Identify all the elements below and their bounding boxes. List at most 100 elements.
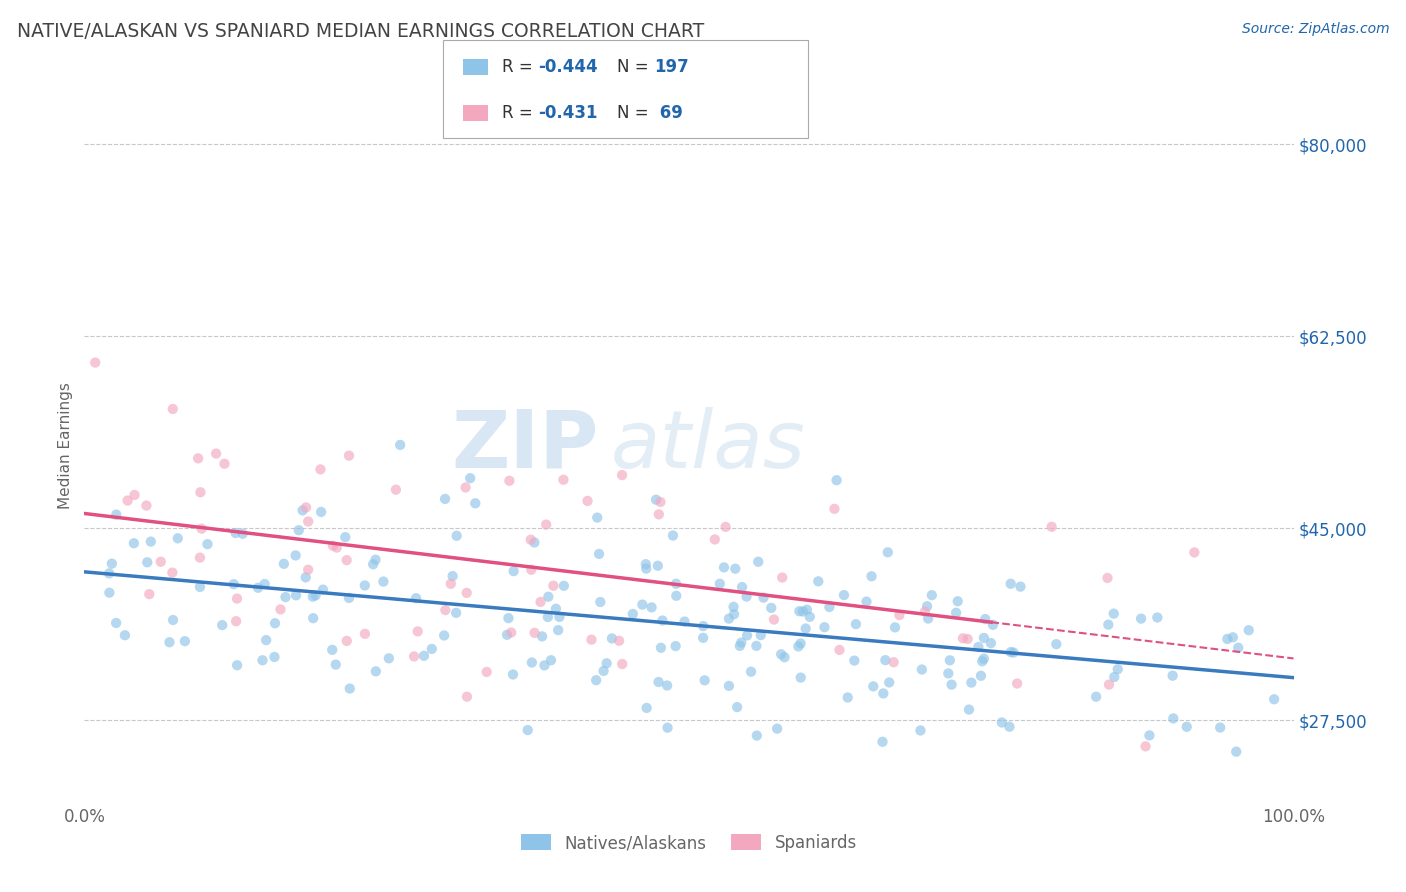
Point bbox=[378, 651, 401, 665]
Point bbox=[941, 678, 963, 692]
Point bbox=[335, 530, 357, 544]
Point bbox=[547, 623, 569, 637]
Point bbox=[101, 557, 124, 571]
Point bbox=[548, 610, 571, 624]
Point bbox=[225, 526, 247, 541]
Point bbox=[166, 531, 188, 545]
Point bbox=[761, 601, 783, 615]
Point bbox=[665, 639, 688, 653]
Point bbox=[322, 539, 344, 553]
Point bbox=[373, 574, 395, 589]
Text: 197: 197 bbox=[654, 58, 689, 76]
Point bbox=[714, 520, 737, 534]
Point bbox=[440, 576, 463, 591]
Point bbox=[1040, 520, 1063, 534]
Point bbox=[1163, 711, 1185, 725]
Point bbox=[124, 488, 146, 502]
Point bbox=[665, 589, 688, 603]
Point bbox=[749, 628, 772, 642]
Point bbox=[162, 566, 184, 580]
Point bbox=[135, 499, 157, 513]
Point bbox=[254, 633, 277, 648]
Point bbox=[385, 483, 408, 497]
Point bbox=[939, 653, 962, 667]
Point bbox=[446, 529, 468, 543]
Point bbox=[105, 615, 128, 630]
Point bbox=[464, 496, 486, 510]
Point bbox=[523, 535, 546, 549]
Point bbox=[787, 640, 810, 654]
Point bbox=[529, 595, 551, 609]
Point bbox=[813, 620, 835, 634]
Point bbox=[960, 675, 983, 690]
Point bbox=[264, 616, 287, 631]
Point bbox=[770, 647, 793, 661]
Point bbox=[149, 555, 172, 569]
Point bbox=[731, 580, 754, 594]
Point bbox=[211, 618, 233, 632]
Point bbox=[84, 355, 107, 369]
Point bbox=[1097, 571, 1119, 585]
Point bbox=[364, 552, 387, 566]
Point bbox=[1104, 670, 1126, 684]
Point bbox=[1263, 692, 1285, 706]
Point bbox=[645, 492, 668, 507]
Point bbox=[595, 657, 617, 671]
Point bbox=[832, 588, 855, 602]
Point bbox=[1182, 545, 1205, 559]
Point bbox=[647, 558, 669, 573]
Text: ZIP: ZIP bbox=[451, 407, 599, 485]
Point bbox=[162, 613, 184, 627]
Point bbox=[413, 648, 436, 663]
Text: R =: R = bbox=[502, 104, 538, 122]
Point bbox=[692, 619, 714, 633]
Point bbox=[1000, 576, 1022, 591]
Point bbox=[713, 560, 735, 574]
Point bbox=[295, 500, 318, 515]
Point bbox=[190, 485, 212, 500]
Point bbox=[823, 501, 845, 516]
Point bbox=[662, 528, 685, 542]
Point bbox=[354, 627, 377, 641]
Point bbox=[889, 608, 911, 623]
Point bbox=[520, 533, 543, 547]
Point bbox=[952, 632, 974, 646]
Point bbox=[98, 566, 121, 581]
Point bbox=[991, 715, 1014, 730]
Point bbox=[188, 580, 211, 594]
Point bbox=[862, 679, 884, 693]
Point bbox=[543, 579, 565, 593]
Point bbox=[647, 675, 669, 690]
Point bbox=[247, 581, 270, 595]
Point bbox=[789, 636, 811, 650]
Point bbox=[717, 679, 740, 693]
Point bbox=[799, 609, 821, 624]
Point bbox=[222, 577, 245, 591]
Point bbox=[498, 611, 520, 625]
Point bbox=[1005, 676, 1028, 690]
Point bbox=[122, 536, 145, 550]
Point bbox=[537, 590, 560, 604]
Point bbox=[420, 641, 443, 656]
Point bbox=[581, 632, 603, 647]
Point bbox=[188, 550, 211, 565]
Point bbox=[957, 703, 980, 717]
Point bbox=[337, 591, 360, 605]
Text: N =: N = bbox=[617, 104, 654, 122]
Point bbox=[807, 574, 830, 589]
Point bbox=[297, 515, 319, 529]
Point bbox=[159, 635, 181, 649]
Point bbox=[730, 635, 752, 649]
Point bbox=[877, 675, 900, 690]
Point bbox=[876, 545, 898, 559]
Point bbox=[773, 650, 796, 665]
Point bbox=[336, 553, 359, 567]
Point bbox=[766, 722, 789, 736]
Point bbox=[502, 667, 524, 681]
Point bbox=[1098, 678, 1121, 692]
Point bbox=[723, 599, 745, 614]
Point bbox=[325, 657, 347, 672]
Text: -0.444: -0.444 bbox=[538, 58, 598, 76]
Point bbox=[309, 505, 332, 519]
Point bbox=[592, 664, 614, 678]
